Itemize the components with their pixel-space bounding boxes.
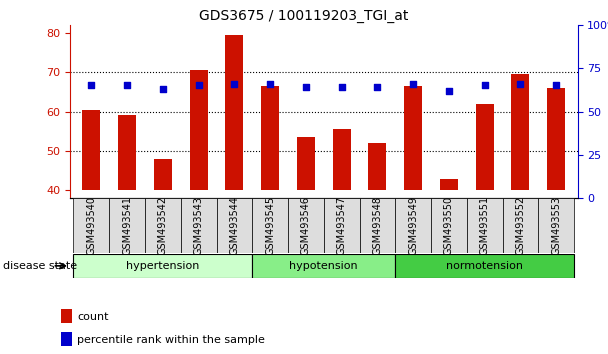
Text: count: count — [77, 312, 109, 322]
Point — [516, 81, 525, 87]
Text: GSM493545: GSM493545 — [265, 196, 275, 255]
Bar — [547, 88, 565, 190]
Bar — [74, 198, 109, 253]
Bar — [145, 198, 181, 253]
Bar — [61, 309, 72, 323]
Point — [373, 84, 382, 90]
Bar — [216, 198, 252, 253]
Bar — [118, 115, 136, 190]
Point — [194, 82, 204, 88]
Bar — [395, 254, 574, 278]
Bar — [333, 129, 351, 190]
Point — [158, 86, 168, 92]
Bar — [252, 198, 288, 253]
Bar — [359, 198, 395, 253]
Bar — [395, 198, 431, 253]
Point — [265, 81, 275, 87]
Text: GSM493548: GSM493548 — [372, 196, 382, 255]
Bar — [368, 143, 386, 190]
Text: GSM493544: GSM493544 — [229, 196, 240, 255]
Bar — [475, 104, 494, 190]
Text: GSM493541: GSM493541 — [122, 196, 132, 255]
Text: GSM493553: GSM493553 — [551, 196, 561, 255]
Bar — [503, 198, 538, 253]
Point — [301, 84, 311, 90]
Bar — [109, 198, 145, 253]
Text: GDS3675 / 100119203_TGI_at: GDS3675 / 100119203_TGI_at — [199, 9, 409, 23]
Bar — [440, 178, 458, 190]
Bar — [404, 86, 422, 190]
Point — [86, 82, 96, 88]
Text: GSM493543: GSM493543 — [193, 196, 204, 255]
Point — [551, 82, 561, 88]
Text: GSM493551: GSM493551 — [480, 196, 489, 255]
Bar — [288, 198, 324, 253]
Text: GSM493540: GSM493540 — [86, 196, 97, 255]
Text: GSM493542: GSM493542 — [158, 196, 168, 255]
Bar — [226, 35, 243, 190]
Bar — [324, 198, 359, 253]
Text: GSM493549: GSM493549 — [408, 196, 418, 255]
Point — [444, 88, 454, 93]
Text: hypertension: hypertension — [126, 261, 199, 271]
Text: normotension: normotension — [446, 261, 523, 271]
Bar — [431, 198, 467, 253]
Bar — [252, 254, 395, 278]
Bar — [61, 332, 72, 346]
Bar — [511, 74, 530, 190]
Point — [229, 81, 239, 87]
Text: GSM493552: GSM493552 — [516, 196, 525, 255]
Point — [122, 82, 132, 88]
Bar — [261, 86, 279, 190]
Text: disease state: disease state — [3, 261, 77, 271]
Bar — [181, 198, 216, 253]
Text: GSM493550: GSM493550 — [444, 196, 454, 255]
Bar — [74, 254, 252, 278]
Bar — [154, 159, 172, 190]
Bar — [83, 109, 100, 190]
Text: GSM493547: GSM493547 — [337, 196, 347, 255]
Bar — [467, 198, 503, 253]
Text: GSM493546: GSM493546 — [301, 196, 311, 255]
Point — [409, 81, 418, 87]
Bar — [190, 70, 207, 190]
Text: percentile rank within the sample: percentile rank within the sample — [77, 335, 265, 346]
Text: hypotension: hypotension — [289, 261, 358, 271]
Bar — [538, 198, 574, 253]
Point — [337, 84, 347, 90]
Point — [480, 82, 489, 88]
Bar — [297, 137, 315, 190]
